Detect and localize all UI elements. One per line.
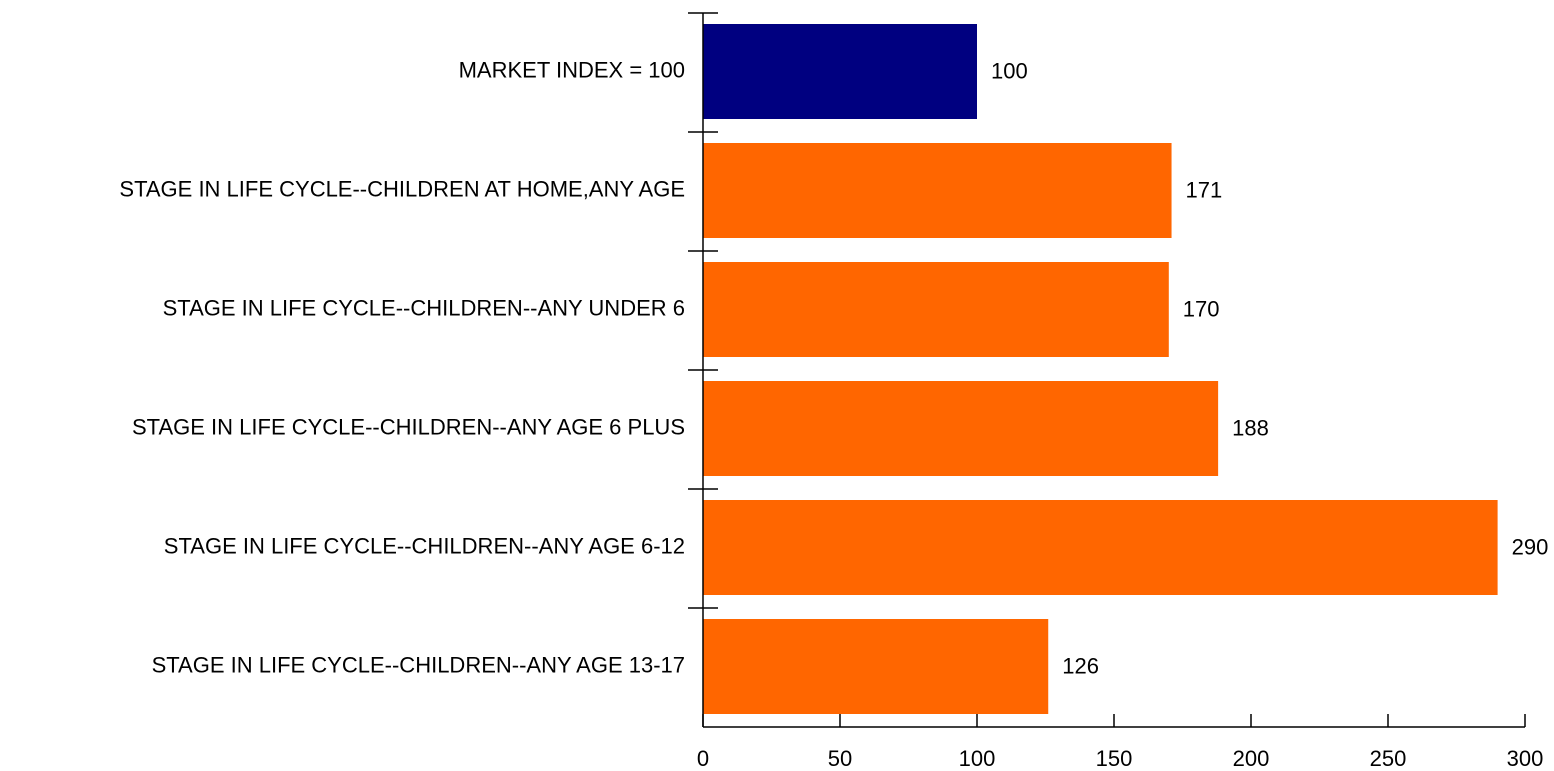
bar-0 <box>703 24 977 119</box>
category-label-3: STAGE IN LIFE CYCLE--CHILDREN--ANY AGE 6… <box>132 414 685 439</box>
x-tick-label-2: 100 <box>959 746 996 771</box>
category-label-0: MARKET INDEX = 100 <box>459 57 685 82</box>
bar-2 <box>703 262 1169 357</box>
x-tick-label-6: 300 <box>1507 746 1544 771</box>
x-tick-label-1: 50 <box>828 746 852 771</box>
value-label-0: 100 <box>991 58 1028 83</box>
x-tick-label-0: 0 <box>697 746 709 771</box>
bar-4 <box>703 500 1498 595</box>
bar-3 <box>703 381 1219 476</box>
value-label-4: 290 <box>1512 534 1549 559</box>
value-label-2: 170 <box>1183 296 1220 321</box>
category-label-1: STAGE IN LIFE CYCLE--CHILDREN AT HOME,AN… <box>119 176 685 201</box>
value-label-3: 188 <box>1232 415 1269 440</box>
bar-1 <box>703 143 1172 238</box>
x-tick-label-5: 250 <box>1370 746 1407 771</box>
category-label-5: STAGE IN LIFE CYCLE--CHILDREN--ANY AGE 1… <box>152 652 685 677</box>
bars-group <box>703 24 1498 714</box>
category-label-2: STAGE IN LIFE CYCLE--CHILDREN--ANY UNDER… <box>163 295 685 320</box>
labels-group: MARKET INDEX = 100 100 STAGE IN LIFE CYCLE… <box>119 57 1548 771</box>
category-label-4: STAGE IN LIFE CYCLE--CHILDREN--ANY AGE 6… <box>164 533 685 558</box>
x-tick-label-3: 150 <box>1096 746 1133 771</box>
axes-group <box>688 12 1526 728</box>
x-tick-label-4: 200 <box>1233 746 1270 771</box>
value-label-1: 171 <box>1186 177 1223 202</box>
bar-5 <box>703 619 1049 714</box>
value-label-5: 126 <box>1062 653 1099 678</box>
